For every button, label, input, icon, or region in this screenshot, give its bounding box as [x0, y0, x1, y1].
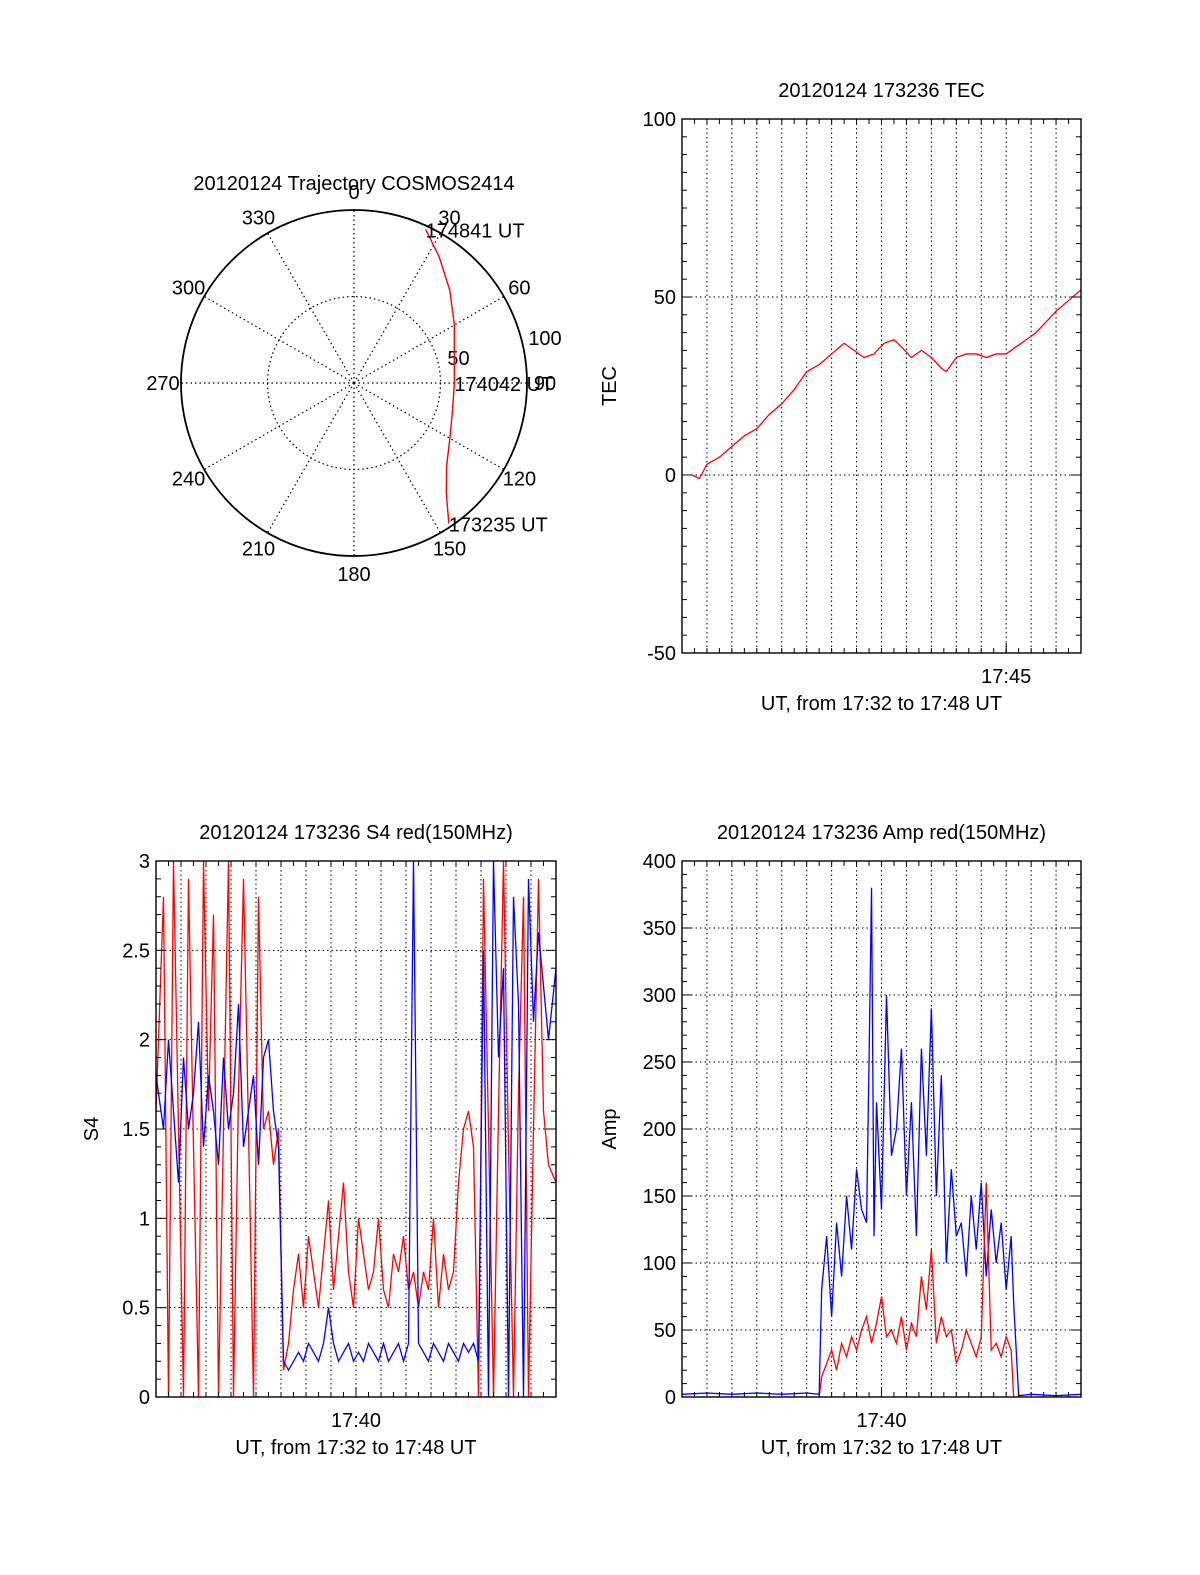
polar-spoke [353, 232, 442, 384]
s4-line-panel: 20120124 173236 S4 red(150MHz) 0 0.5 1 1.5 2 2… [81, 822, 557, 1459]
y-tick-label: 300 [643, 985, 676, 1007]
polar-spoke [203, 295, 355, 384]
y-tick-label: 100 [643, 109, 676, 131]
angle-tick-label: 60 [508, 278, 530, 300]
angle-tick-label: 180 [337, 564, 370, 586]
y-tick-label: 250 [643, 1052, 676, 1074]
y-tick-label: 0 [665, 465, 676, 487]
x-tick-label: 17:45 [981, 666, 1031, 688]
y-tick-label: 2 [139, 1030, 150, 1052]
angle-tick-label: 0 [348, 182, 359, 204]
polar-grid-circle [266, 295, 442, 471]
amp-line-panel: 20120124 173236 Amp red(150MHz) 0 50 100 150… [599, 822, 1082, 1459]
x-tick-label: 17:40 [331, 1410, 381, 1432]
y-axis-label: S4 [81, 1117, 103, 1141]
y-tick-label: 0 [139, 1387, 150, 1409]
radius-tick-label: 50 [447, 348, 469, 370]
trajectory-line [425, 229, 456, 524]
y-tick-label: -50 [647, 643, 676, 665]
angle-tick-label: 120 [503, 469, 536, 491]
tec-line-panel: 20120124 173236 TEC -50 0 50 100 17:45 UT, fro… [599, 80, 1082, 715]
polar-outer-circle [180, 209, 528, 557]
y-tick-label: 50 [654, 287, 676, 309]
polar-spoke [353, 295, 505, 384]
y-tick-label: 200 [643, 1119, 676, 1141]
x-axis-label: UT, from 17:32 to 17:48 UT [235, 1437, 476, 1459]
chart-title: 20120124 173236 Amp red(150MHz) [717, 822, 1046, 844]
x-axis-label: UT, from 17:32 to 17:48 UT [761, 693, 1002, 715]
series-line [681, 887, 1082, 1397]
trajectory-time-label: 173235 UT [449, 515, 548, 537]
x-tick-label: 17:40 [856, 1410, 906, 1432]
angle-tick-label: 300 [172, 278, 205, 300]
series-line [155, 860, 557, 1398]
angle-tick-label: 90 [534, 373, 556, 395]
y-tick-label: 2.5 [122, 940, 150, 962]
polar-spoke [266, 232, 355, 384]
y-tick-label: 0 [665, 1387, 676, 1409]
chart-title: 20120124 Trajectory COSMOS2414 [193, 173, 514, 195]
angle-tick-label: 150 [433, 538, 466, 560]
y-tick-label: 100 [643, 1253, 676, 1275]
x-axis-label: UT, from 17:32 to 17:48 UT [761, 1437, 1002, 1459]
trajectory-time-label: 174042 UT [454, 374, 553, 396]
y-axis-label: TEC [599, 366, 621, 406]
y-tick-label: 0.5 [122, 1298, 150, 1320]
angle-tick-label: 210 [242, 538, 275, 560]
trajectory-time-label: 174841 UT [426, 220, 525, 242]
chart-title: 20120124 173236 TEC [778, 80, 984, 102]
angle-tick-label: 30 [438, 208, 460, 230]
y-tick-label: 50 [654, 1320, 676, 1342]
y-tick-label: 400 [643, 851, 676, 873]
y-tick-label: 1 [139, 1208, 150, 1230]
angle-tick-label: 240 [172, 469, 205, 491]
series-line [155, 860, 557, 1398]
radius-tick-label: 100 [528, 328, 561, 350]
y-tick-label: 3 [139, 851, 150, 873]
y-tick-label: 1.5 [122, 1119, 150, 1141]
angle-tick-label: 330 [242, 208, 275, 230]
y-tick-label: 150 [643, 1186, 676, 1208]
series-line [818, 1182, 1015, 1398]
angle-tick-label: 270 [146, 373, 179, 395]
y-axis-label: Amp [599, 1108, 621, 1149]
series-line [691, 289, 1082, 480]
chart-title: 20120124 173236 S4 red(150MHz) [199, 822, 513, 844]
y-tick-label: 350 [643, 918, 676, 940]
